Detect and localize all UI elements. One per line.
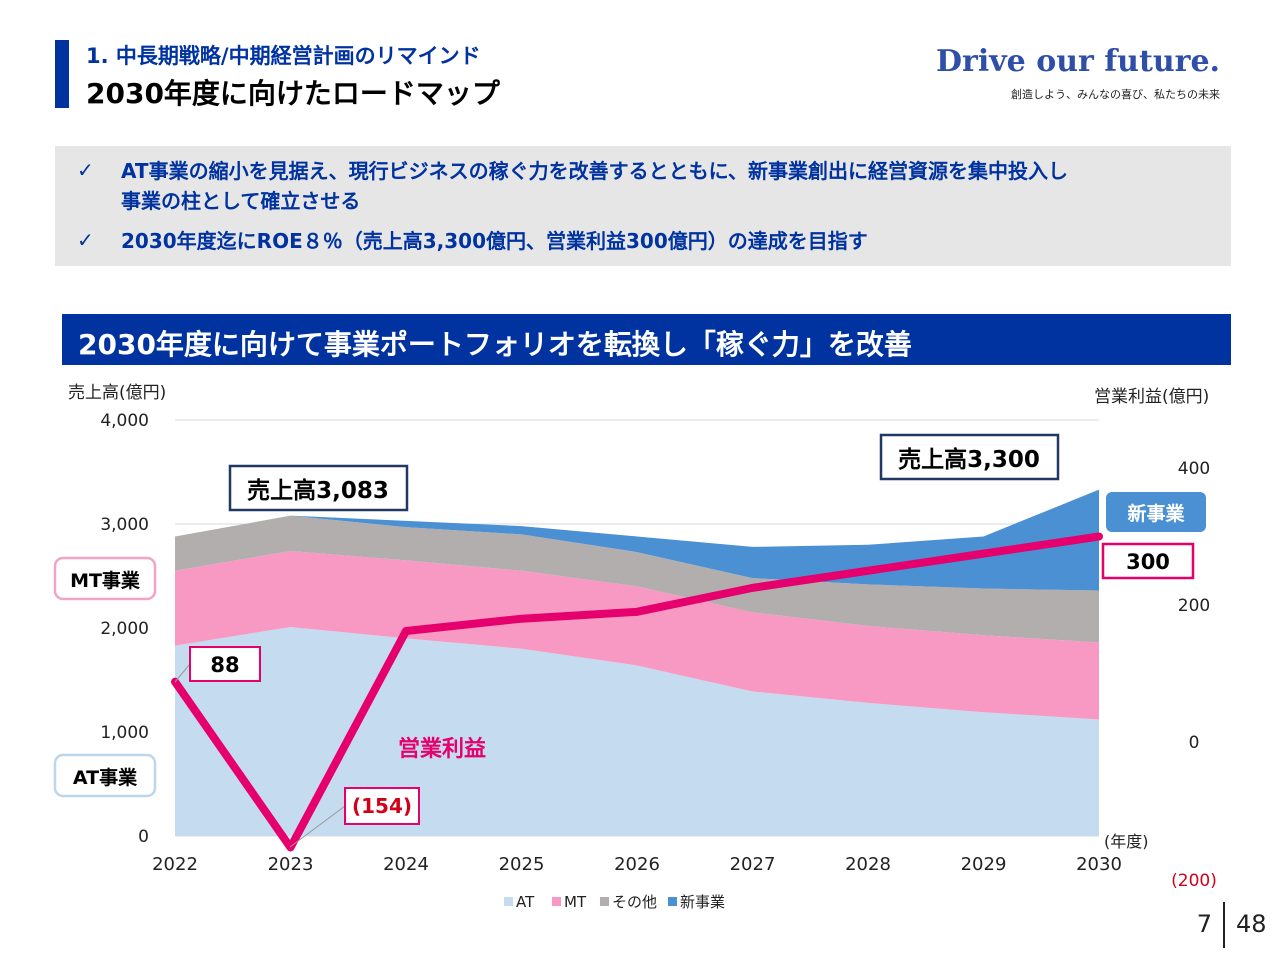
area-layer bbox=[175, 489, 1099, 836]
x-axis-tick-label: 2023 bbox=[268, 854, 314, 875]
right-axis-tick-label: 200 bbox=[1178, 596, 1210, 616]
left-axis-tick-label: 3,000 bbox=[100, 515, 149, 535]
x-axis-tick-label: 2022 bbox=[152, 854, 198, 875]
checkmark-icon: ✓ bbox=[77, 228, 94, 252]
legend-label: AT bbox=[516, 893, 535, 911]
profit-2023-label: (154) bbox=[352, 794, 412, 818]
mt-business-label: MT事業 bbox=[70, 569, 141, 592]
tick-layer: 0 1,000 2,000 3,000 4,000 (200) 0 200 400 2022 202… bbox=[100, 411, 1217, 891]
x-axis-title: (年度) bbox=[1104, 832, 1149, 851]
section-banner: 2030年度に向けて事業ポートフォリオを転換し「稼ぐ力」を改善 bbox=[62, 314, 1231, 365]
left-axis-tick-label: 4,000 bbox=[100, 411, 149, 431]
x-axis-tick-label: 2026 bbox=[614, 854, 660, 875]
summary-point-2: 2030年度迄にROE８％（売上高3,300億円、営業利益300億円）の達成を目… bbox=[121, 229, 868, 253]
operating-profit-point bbox=[634, 608, 640, 615]
area-new-business bbox=[175, 489, 1099, 591]
page-number-total: 48 bbox=[1236, 910, 1267, 938]
operating-profit-point bbox=[403, 628, 409, 635]
x-axis-tick-label: 2029 bbox=[961, 854, 1007, 875]
callout-leader-line bbox=[289, 805, 346, 848]
revenue-2030-callout bbox=[879, 433, 1060, 481]
annotation-layer: 売上高3,083 売上高3,300 88 (154) 300 営業利益 MT事業 AT事業 新事… bbox=[53, 433, 1206, 848]
checkmark-icon: ✓ bbox=[77, 158, 94, 182]
x-axis-tick-label: 2025 bbox=[499, 854, 545, 875]
title-accent-bar bbox=[55, 40, 69, 108]
x-axis-tick-label: 2024 bbox=[383, 854, 429, 875]
brand-logo: Drive our future. bbox=[936, 44, 1220, 79]
left-axis-tick-label: 0 bbox=[138, 827, 149, 847]
profit-2022-label: 88 bbox=[210, 653, 239, 677]
new-business-tag bbox=[1106, 492, 1206, 532]
right-axis-tick-label: 400 bbox=[1178, 459, 1210, 479]
profit-2030-label: 300 bbox=[1126, 550, 1170, 574]
x-axis-tick-label: 2028 bbox=[845, 854, 891, 875]
page-number-current: 7 bbox=[1196, 910, 1212, 938]
profit-2022-callout bbox=[189, 646, 261, 682]
x-axis-tick-label: 2030 bbox=[1076, 854, 1122, 875]
profit-2030-callout bbox=[1101, 542, 1195, 580]
new-business-label: 新事業 bbox=[1127, 502, 1185, 525]
legend-swatch bbox=[668, 897, 677, 906]
operating-profit-line-label: 営業利益 bbox=[398, 736, 486, 762]
legend-label: その他 bbox=[612, 893, 657, 911]
right-axis-title: 営業利益(億円) bbox=[1094, 387, 1210, 407]
right-axis-tick-label: 0 bbox=[1189, 733, 1200, 753]
section-title: 1. 中長期戦略/中期経営計画のリマインド bbox=[86, 44, 481, 68]
summary-box: ✓ AT事業の縮小を見据え、現行ビジネスの稼ぐ力を改善するとともに、新事業創出に… bbox=[55, 146, 1231, 266]
profit-2023-callout bbox=[344, 787, 420, 825]
left-axis-tick-label: 1,000 bbox=[100, 723, 149, 743]
x-axis-tick-label: 2027 bbox=[730, 854, 776, 875]
operating-profit-point bbox=[865, 567, 871, 574]
legend-swatch bbox=[552, 897, 561, 906]
at-business-label: AT事業 bbox=[73, 766, 138, 789]
line-layer bbox=[171, 532, 1103, 852]
area-other bbox=[175, 515, 1099, 643]
operating-profit-point bbox=[1096, 533, 1102, 540]
mt-business-tag bbox=[53, 556, 157, 601]
left-axis-tick-label: 2,000 bbox=[100, 619, 149, 639]
banner-text: 2030年度に向けて事業ポートフォリオを転換し「稼ぐ力」を改善 bbox=[78, 328, 912, 361]
area-at bbox=[175, 626, 1099, 836]
right-axis-tick-label: (200) bbox=[1171, 871, 1217, 891]
summary-point-1-line-1: AT事業の縮小を見据え、現行ビジネスの稼ぐ力を改善するとともに、新事業創出に経営… bbox=[121, 159, 1068, 183]
legend-label: MT bbox=[564, 893, 587, 911]
legend-swatch bbox=[504, 897, 513, 906]
operating-profit-point bbox=[749, 584, 756, 591]
page-title: 2030年度に向けたロードマップ bbox=[86, 77, 500, 110]
area-mt bbox=[175, 551, 1099, 720]
page-number-divider bbox=[1223, 902, 1225, 948]
callout-leader-line bbox=[174, 663, 191, 683]
revenue-2030-label: 売上高3,300 bbox=[898, 446, 1040, 473]
summary-point-1-line-2: 事業の柱として確立させる bbox=[121, 189, 361, 213]
left-axis-title: 売上高(億円) bbox=[68, 383, 167, 403]
revenue-2023-label: 売上高3,083 bbox=[247, 477, 389, 504]
legend-label: 新事業 bbox=[680, 893, 725, 911]
revenue-2023-callout bbox=[228, 464, 409, 512]
legend-layer: AT MT その他 新事業 bbox=[504, 893, 725, 911]
operating-profit-point bbox=[518, 615, 525, 622]
at-business-tag bbox=[53, 753, 157, 798]
brand-tagline: 創造しよう、みんなの喜び、私たちの未来 bbox=[1011, 88, 1220, 101]
operating-profit-point bbox=[980, 550, 987, 557]
legend-swatch bbox=[600, 897, 609, 906]
